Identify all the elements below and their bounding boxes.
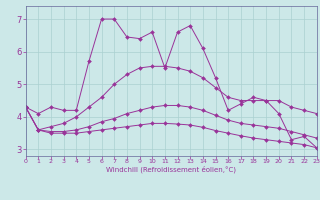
- X-axis label: Windchill (Refroidissement éolien,°C): Windchill (Refroidissement éolien,°C): [106, 166, 236, 173]
